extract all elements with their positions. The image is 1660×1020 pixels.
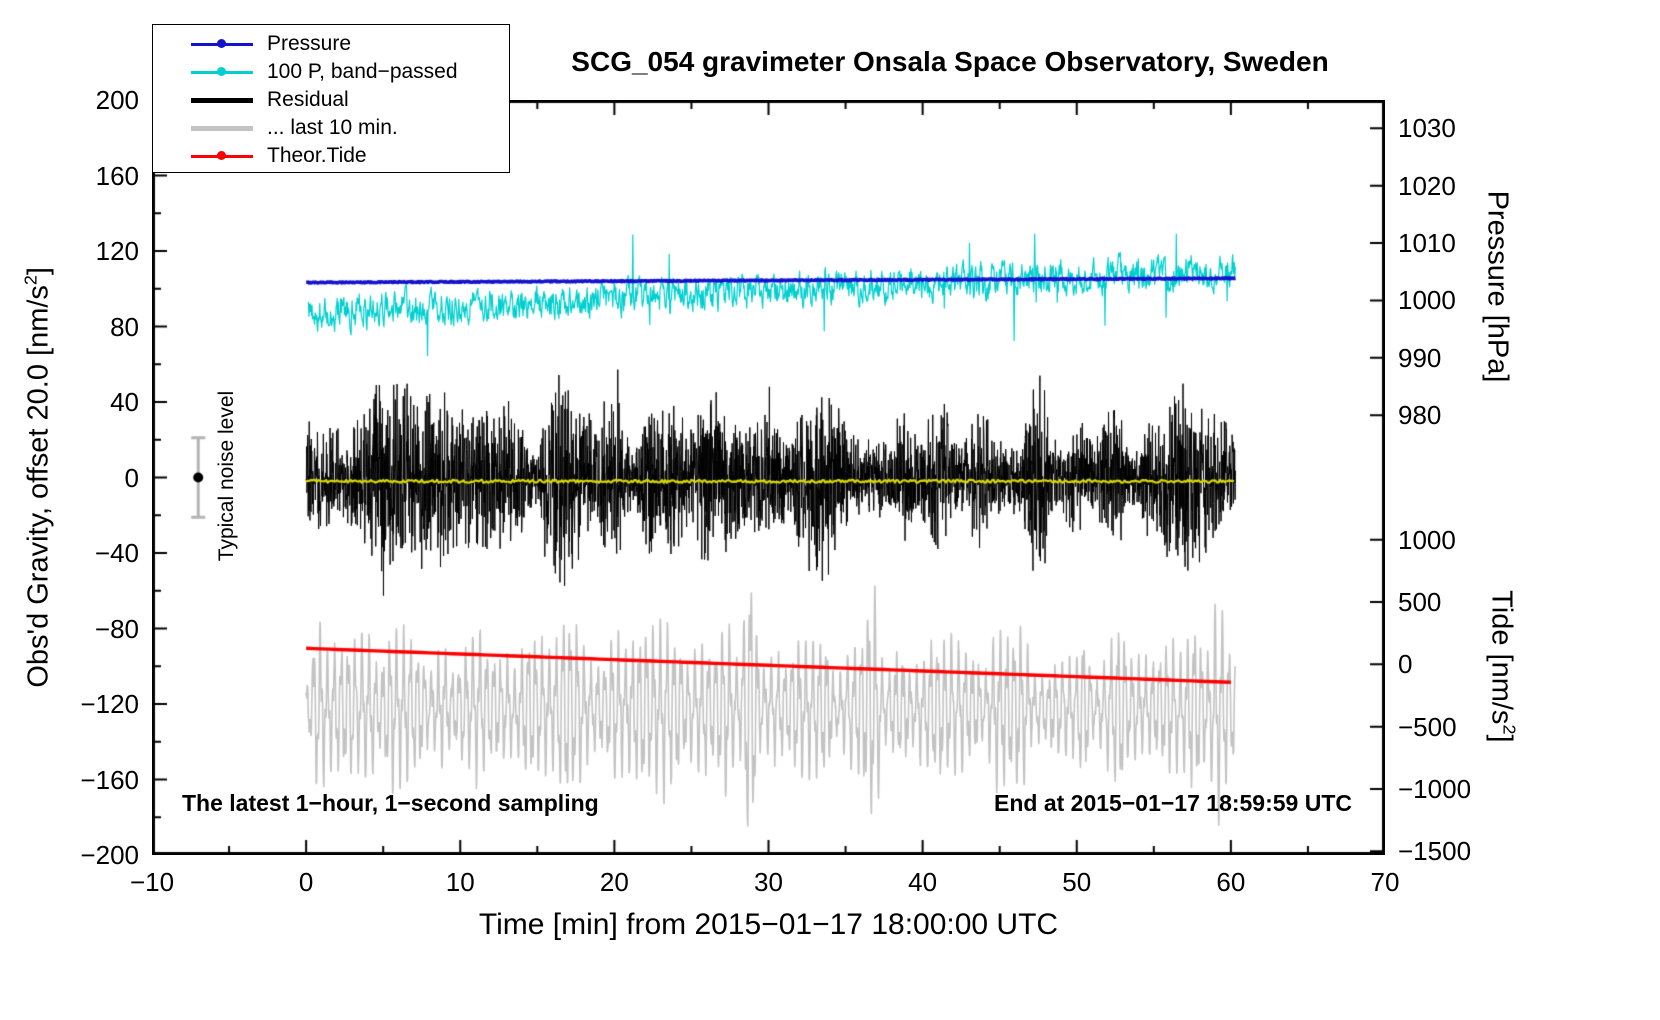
legend-item-bandpassed-pressure: 100 P, band−passed [153, 58, 509, 86]
time-axis-tick-label: 60 [1216, 867, 1246, 897]
tide-axis-tick-label: 0 [1398, 649, 1413, 680]
time-axis-tick-label: −10 [129, 867, 175, 897]
time-axis-title: Time [min] from 2015−01−17 18:00:00 UTC [478, 908, 1059, 941]
bandpassed-legend-marker-icon [191, 62, 253, 82]
typical-noise-level-label: Typical noise level [215, 390, 238, 562]
gravity-axis-tick-label: −200 [80, 840, 139, 870]
time-axis-tick-label: 0 [298, 867, 314, 897]
gravity-axis-tick-label: 160 [95, 160, 139, 191]
legend-label-last10min: ... last 10 min. [267, 116, 398, 139]
last10min-legend-marker-icon [191, 118, 253, 138]
gravity-axis-tick-label: 200 [95, 85, 139, 115]
gravity-axis-tick-label: 80 [110, 311, 139, 342]
tide-axis-title-close: ] [1485, 734, 1518, 743]
legend-item-theor-tide: Theor.Tide [153, 142, 509, 170]
legend-label-pressure: Pressure [267, 32, 352, 55]
pressure-axis-tick-label: 1000 [1398, 285, 1456, 316]
tide-axis-title-sup: 2 [1499, 724, 1520, 735]
plot-canvas [152, 100, 1385, 855]
pressure-axis-tick-label: 1010 [1398, 228, 1456, 259]
theor-tide-legend-marker-icon [191, 146, 253, 166]
legend-label-bandpassed: 100 P, band−passed [267, 60, 458, 83]
time-axis-tick-label: 70 [1370, 867, 1400, 897]
legend-item-last-10-min: ... last 10 min. [153, 114, 509, 142]
time-axis-tick-label: 10 [445, 867, 475, 897]
chart-title: SCG_054 gravimeter Onsala Space Observat… [571, 46, 1329, 77]
gravity-axis-tick-label: 0 [124, 462, 139, 493]
legend: Pressure 100 P, band−passed Residual ...… [152, 24, 510, 173]
tide-axis-tick-label: −500 [1398, 711, 1457, 742]
pressure-axis-tick-label: 990 [1398, 342, 1442, 373]
plot-area [152, 100, 1385, 855]
legend-item-pressure: Pressure [153, 30, 509, 58]
gravity-axis-tick-label: −160 [80, 764, 139, 795]
legend-item-residual: Residual [153, 86, 509, 114]
sampling-note: The latest 1−hour, 1−second sampling [182, 790, 599, 816]
tide-axis-title: Tide [nm/s2] [1485, 416, 1520, 916]
end-time-note: End at 2015−01−17 18:59:59 UTC [994, 790, 1352, 816]
gravity-axis-tick-label: −120 [80, 689, 139, 719]
pressure-axis-tick-label: 1020 [1398, 170, 1456, 201]
legend-label-theor-tide: Theor.Tide [267, 144, 367, 167]
tide-axis-tick-label: 500 [1398, 587, 1442, 618]
legend-label-residual: Residual [267, 88, 349, 111]
time-axis-tick-label: 30 [754, 867, 783, 897]
time-axis-tick-label: 40 [908, 867, 938, 897]
tide-axis-title-text: Tide [nm/s [1485, 590, 1518, 725]
pressure-legend-marker-icon [191, 34, 253, 54]
gravity-axis-tick-label: 120 [95, 236, 139, 266]
gravity-axis-title-close: ] [22, 267, 55, 276]
pressure-axis-tick-label: 980 [1398, 400, 1442, 431]
tide-axis-tick-label: −1000 [1398, 773, 1472, 804]
tide-axis-tick-label: 1000 [1398, 524, 1456, 555]
gravity-axis-tick-label: −40 [94, 538, 139, 568]
tide-axis-tick-label: −1500 [1398, 836, 1472, 867]
gravity-axis-tick-label: 40 [110, 387, 139, 417]
time-axis-tick-label: 50 [1062, 867, 1092, 897]
gravity-axis-tick-label: −80 [94, 613, 139, 644]
pressure-axis-tick-label: 1030 [1398, 113, 1456, 144]
gravity-axis-title-sup: 2 [20, 275, 41, 286]
residual-legend-marker-icon [191, 90, 253, 110]
time-axis-tick-label: 20 [599, 867, 629, 897]
